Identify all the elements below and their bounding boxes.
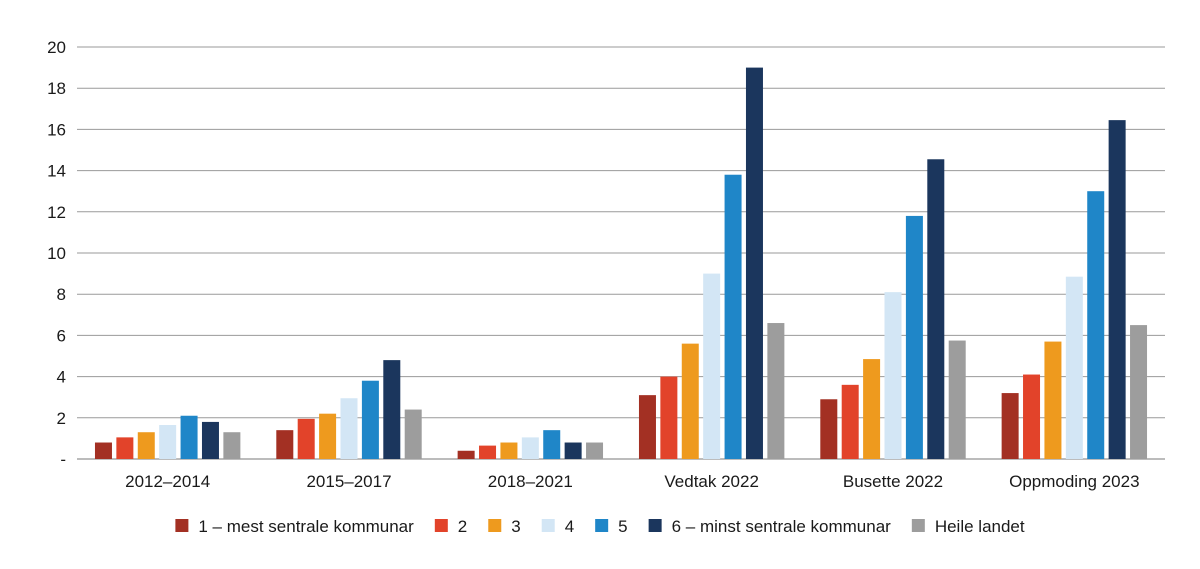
legend-label: 6 – minst sentrale kommunar	[672, 517, 892, 536]
legend-swatch	[488, 519, 502, 532]
bar	[201, 421, 219, 459]
bars	[94, 67, 1148, 459]
bar	[724, 174, 742, 459]
y-tick-label: 4	[57, 368, 66, 387]
bar	[1065, 276, 1083, 459]
bar	[927, 159, 945, 459]
legend-label: 3	[511, 517, 520, 536]
bar	[361, 380, 379, 459]
legend-swatch	[434, 519, 448, 532]
legend-label: 5	[618, 517, 627, 536]
y-tick-label: 18	[47, 79, 66, 98]
bar	[180, 415, 198, 459]
bar	[905, 215, 923, 459]
bar	[1044, 341, 1062, 459]
bar	[1108, 120, 1126, 459]
bar	[820, 399, 838, 459]
bar	[745, 67, 763, 459]
bar	[457, 450, 475, 459]
bar	[841, 384, 859, 459]
y-tick-label: 10	[47, 244, 66, 263]
bar	[564, 442, 582, 459]
bar	[319, 413, 337, 459]
x-axis-labels: 2012–2014 2015–2017 2018–2021 Vedtak 2022 Bu…	[125, 472, 1139, 491]
y-tick-label: 14	[47, 162, 66, 181]
bar	[1023, 374, 1041, 459]
legend-label: 4	[565, 517, 574, 536]
bar	[159, 425, 177, 459]
bar	[276, 430, 294, 459]
legend-swatch	[911, 519, 925, 532]
bar	[116, 437, 134, 459]
x-category-label: Busette 2022	[843, 472, 943, 491]
legend-swatch	[595, 519, 609, 532]
bar	[703, 273, 721, 459]
y-axis-ticks: - 2 4 6 8 10 12 14 16 18 20	[47, 38, 66, 469]
bar	[660, 376, 678, 459]
bar	[383, 360, 401, 459]
bar	[94, 442, 112, 459]
y-tick-label: 20	[47, 38, 66, 57]
y-tick-label: 16	[47, 120, 66, 139]
x-category-label: 2018–2021	[488, 472, 573, 491]
bar	[681, 343, 699, 459]
legend-label: 2	[458, 517, 467, 536]
bar	[500, 442, 518, 459]
bar	[297, 418, 315, 459]
bar	[1087, 191, 1105, 459]
legend-swatch	[175, 519, 189, 532]
y-tick-label: 12	[47, 203, 66, 222]
y-tick-label: 2	[57, 409, 66, 428]
y-tick-label: 8	[57, 285, 66, 304]
bar	[479, 445, 497, 459]
legend-swatch	[541, 519, 555, 532]
bar	[884, 292, 902, 459]
legend-label: 1 – mest sentrale kommunar	[198, 517, 414, 536]
legend-swatch	[648, 519, 662, 532]
bar	[586, 442, 604, 459]
bar	[404, 409, 422, 459]
y-tick-label: -	[60, 450, 66, 469]
bar	[948, 340, 966, 459]
x-category-label: Vedtak 2022	[664, 472, 759, 491]
bar	[1130, 325, 1148, 459]
bar	[340, 398, 358, 459]
x-category-label: 2012–2014	[125, 472, 210, 491]
legend-label: Heile landet	[935, 517, 1025, 536]
bar	[767, 323, 785, 459]
bar	[638, 395, 656, 459]
bar	[137, 432, 155, 459]
bar	[1001, 393, 1019, 459]
gridlines	[77, 46, 1165, 460]
x-category-label: Oppmoding 2023	[1009, 472, 1139, 491]
y-tick-label: 6	[57, 326, 66, 345]
bar	[863, 359, 881, 459]
bar	[521, 437, 539, 459]
x-category-label: 2015–2017	[306, 472, 391, 491]
legend: 1 – mest sentrale kommunar 2 3 4 5 6 – minst …	[175, 517, 1025, 536]
bar	[223, 432, 241, 459]
bar	[543, 430, 561, 459]
